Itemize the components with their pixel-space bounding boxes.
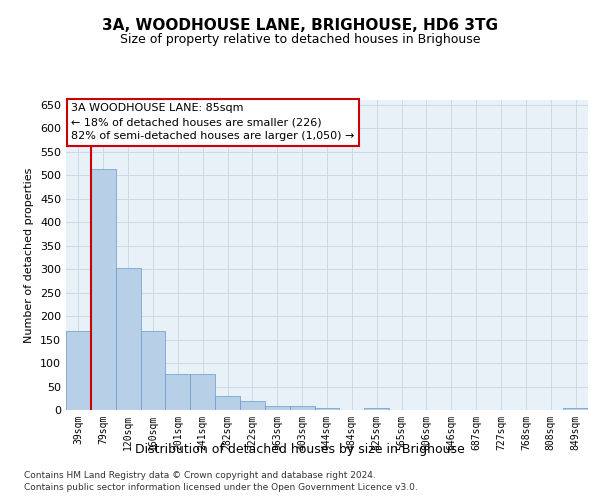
Text: 3A WOODHOUSE LANE: 85sqm
← 18% of detached houses are smaller (226)
82% of semi-: 3A WOODHOUSE LANE: 85sqm ← 18% of detach… xyxy=(71,103,355,141)
Text: Contains public sector information licensed under the Open Government Licence v3: Contains public sector information licen… xyxy=(24,484,418,492)
Bar xyxy=(265,406,290,410)
Bar xyxy=(66,331,91,410)
Bar xyxy=(190,374,215,410)
Text: Distribution of detached houses by size in Brighouse: Distribution of detached houses by size … xyxy=(135,442,465,456)
Bar xyxy=(215,396,240,410)
Text: 3A, WOODHOUSE LANE, BRIGHOUSE, HD6 3TG: 3A, WOODHOUSE LANE, BRIGHOUSE, HD6 3TG xyxy=(102,18,498,32)
Bar xyxy=(166,374,190,410)
Bar xyxy=(116,268,140,410)
Bar xyxy=(240,400,265,410)
Bar xyxy=(290,406,314,410)
Bar xyxy=(140,331,166,410)
Text: Contains HM Land Registry data © Crown copyright and database right 2024.: Contains HM Land Registry data © Crown c… xyxy=(24,471,376,480)
Bar xyxy=(91,169,116,410)
Text: Size of property relative to detached houses in Brighouse: Size of property relative to detached ho… xyxy=(120,32,480,46)
Bar xyxy=(364,408,389,410)
Bar xyxy=(314,408,340,410)
Bar xyxy=(563,408,588,410)
Y-axis label: Number of detached properties: Number of detached properties xyxy=(25,168,34,342)
